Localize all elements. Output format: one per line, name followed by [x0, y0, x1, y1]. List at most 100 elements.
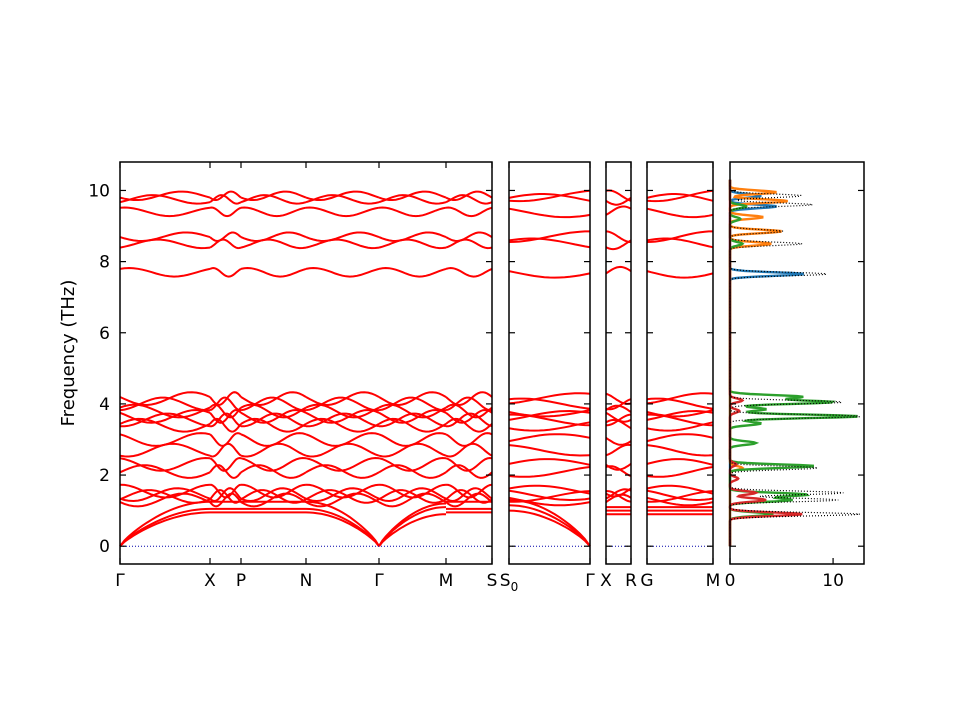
band-branch-83 — [445, 408, 493, 424]
band-branch-116 — [240, 231, 307, 243]
band-branch-120 — [119, 206, 211, 218]
y-tick-label: 10 — [88, 181, 110, 201]
band-branch-177 — [605, 392, 632, 405]
band-branch-112 — [378, 238, 447, 250]
band-branch-34 — [378, 489, 447, 504]
band-branch-9 — [305, 507, 380, 547]
band-branch-6 — [119, 507, 211, 547]
band-branch-49 — [209, 464, 242, 479]
band-branch-103 — [209, 266, 242, 278]
band-branch-96 — [119, 391, 211, 407]
band-branch-206 — [646, 189, 714, 203]
band-branch-198 — [646, 409, 714, 418]
band-branch-106 — [378, 266, 447, 278]
band-branch-27 — [305, 483, 380, 499]
band-branch-35 — [445, 489, 493, 504]
band-branch-29 — [445, 483, 493, 499]
band-branch-125 — [445, 206, 493, 218]
band-branch-24 — [119, 483, 211, 499]
x-tick-label: Γ — [374, 571, 384, 591]
band-branch-176 — [605, 398, 632, 411]
band-branch-100 — [378, 391, 447, 407]
band-branch-160 — [508, 189, 591, 203]
band-branch-122 — [240, 206, 307, 218]
band-branch-134 — [240, 190, 307, 201]
band-branch-41 — [445, 487, 493, 503]
band-branch-98 — [240, 391, 307, 407]
band-branch-154 — [508, 392, 591, 405]
band-branch-31 — [209, 489, 242, 504]
band-branch-53 — [445, 464, 493, 479]
band-branch-194 — [646, 433, 714, 443]
band-branch-107 — [445, 266, 493, 278]
band-branch-60 — [119, 432, 211, 447]
band-branch-138 — [508, 509, 591, 547]
band-branch-170 — [605, 443, 632, 457]
band-branch-121 — [209, 206, 242, 218]
band-branch-200 — [646, 392, 714, 405]
band-branch-151 — [508, 409, 591, 421]
band-branch-78 — [119, 408, 211, 424]
band-branch-153 — [508, 397, 591, 410]
band-branch-202 — [646, 237, 714, 249]
band-branch-148 — [508, 433, 591, 443]
band-branch-136 — [378, 190, 447, 201]
band-branch-99 — [305, 391, 380, 407]
band-branch-92 — [240, 396, 306, 412]
band-panel-frame-1 — [508, 161, 591, 565]
band-branch-50 — [240, 464, 307, 479]
band-branch-39 — [305, 487, 380, 503]
band-branch-144 — [508, 489, 591, 502]
x-tick-label: S — [487, 571, 498, 591]
band-branch-171 — [605, 436, 632, 446]
band-branch-32 — [240, 489, 307, 504]
band-branch-46 — [378, 456, 447, 472]
band-branch-26 — [240, 483, 307, 499]
band-branch-191 — [646, 458, 714, 466]
band-branch-104 — [240, 266, 307, 278]
band-branch-65 — [445, 432, 493, 447]
band-branch-16 — [378, 502, 447, 547]
band-branch-159 — [508, 193, 591, 202]
y-tick-label: 0 — [99, 537, 110, 557]
band-branch-79 — [209, 408, 242, 424]
dos-x-tick-label: 10 — [822, 571, 844, 591]
band-branch-93 — [305, 396, 379, 412]
band-branch-0 — [119, 511, 211, 547]
band-branch-43 — [209, 456, 242, 472]
band-branch-183 — [605, 189, 632, 202]
band-branch-86 — [240, 403, 307, 419]
band-branch-167 — [605, 488, 632, 500]
band-branch-37 — [209, 487, 242, 503]
band-branch-25 — [209, 483, 242, 499]
band-branch-131 — [445, 194, 493, 205]
band-branch-80 — [240, 408, 307, 424]
y-tick-label: 4 — [99, 395, 110, 415]
band-branch-108 — [119, 238, 211, 250]
band-branch-182 — [605, 197, 632, 206]
band-branch-84 — [119, 403, 211, 419]
band-branch-118 — [378, 231, 447, 243]
x-tick-label: S0 — [500, 571, 518, 594]
band-panel-frame-3 — [646, 161, 714, 565]
band-branch-51 — [305, 464, 380, 479]
band-branch-157 — [508, 230, 590, 243]
band-branch-129 — [305, 194, 380, 205]
band-branch-15 — [305, 500, 380, 547]
band-branch-111 — [305, 238, 380, 250]
band-branch-156 — [508, 237, 591, 249]
band-branch-152 — [508, 409, 591, 418]
band-branch-12 — [119, 500, 211, 547]
band-branch-146 — [508, 466, 591, 478]
band-branch-204 — [646, 207, 714, 219]
band-branch-124 — [378, 206, 447, 218]
x-tick-label: X — [204, 571, 216, 591]
band-branch-127 — [209, 194, 242, 205]
band-branch-94 — [378, 396, 446, 412]
y-tick-label: 6 — [99, 324, 110, 344]
y-tick-label: 8 — [99, 253, 110, 273]
x-tick-label: Γ — [585, 571, 595, 591]
band-branch-147 — [508, 444, 591, 457]
band-branch-135 — [305, 190, 380, 201]
